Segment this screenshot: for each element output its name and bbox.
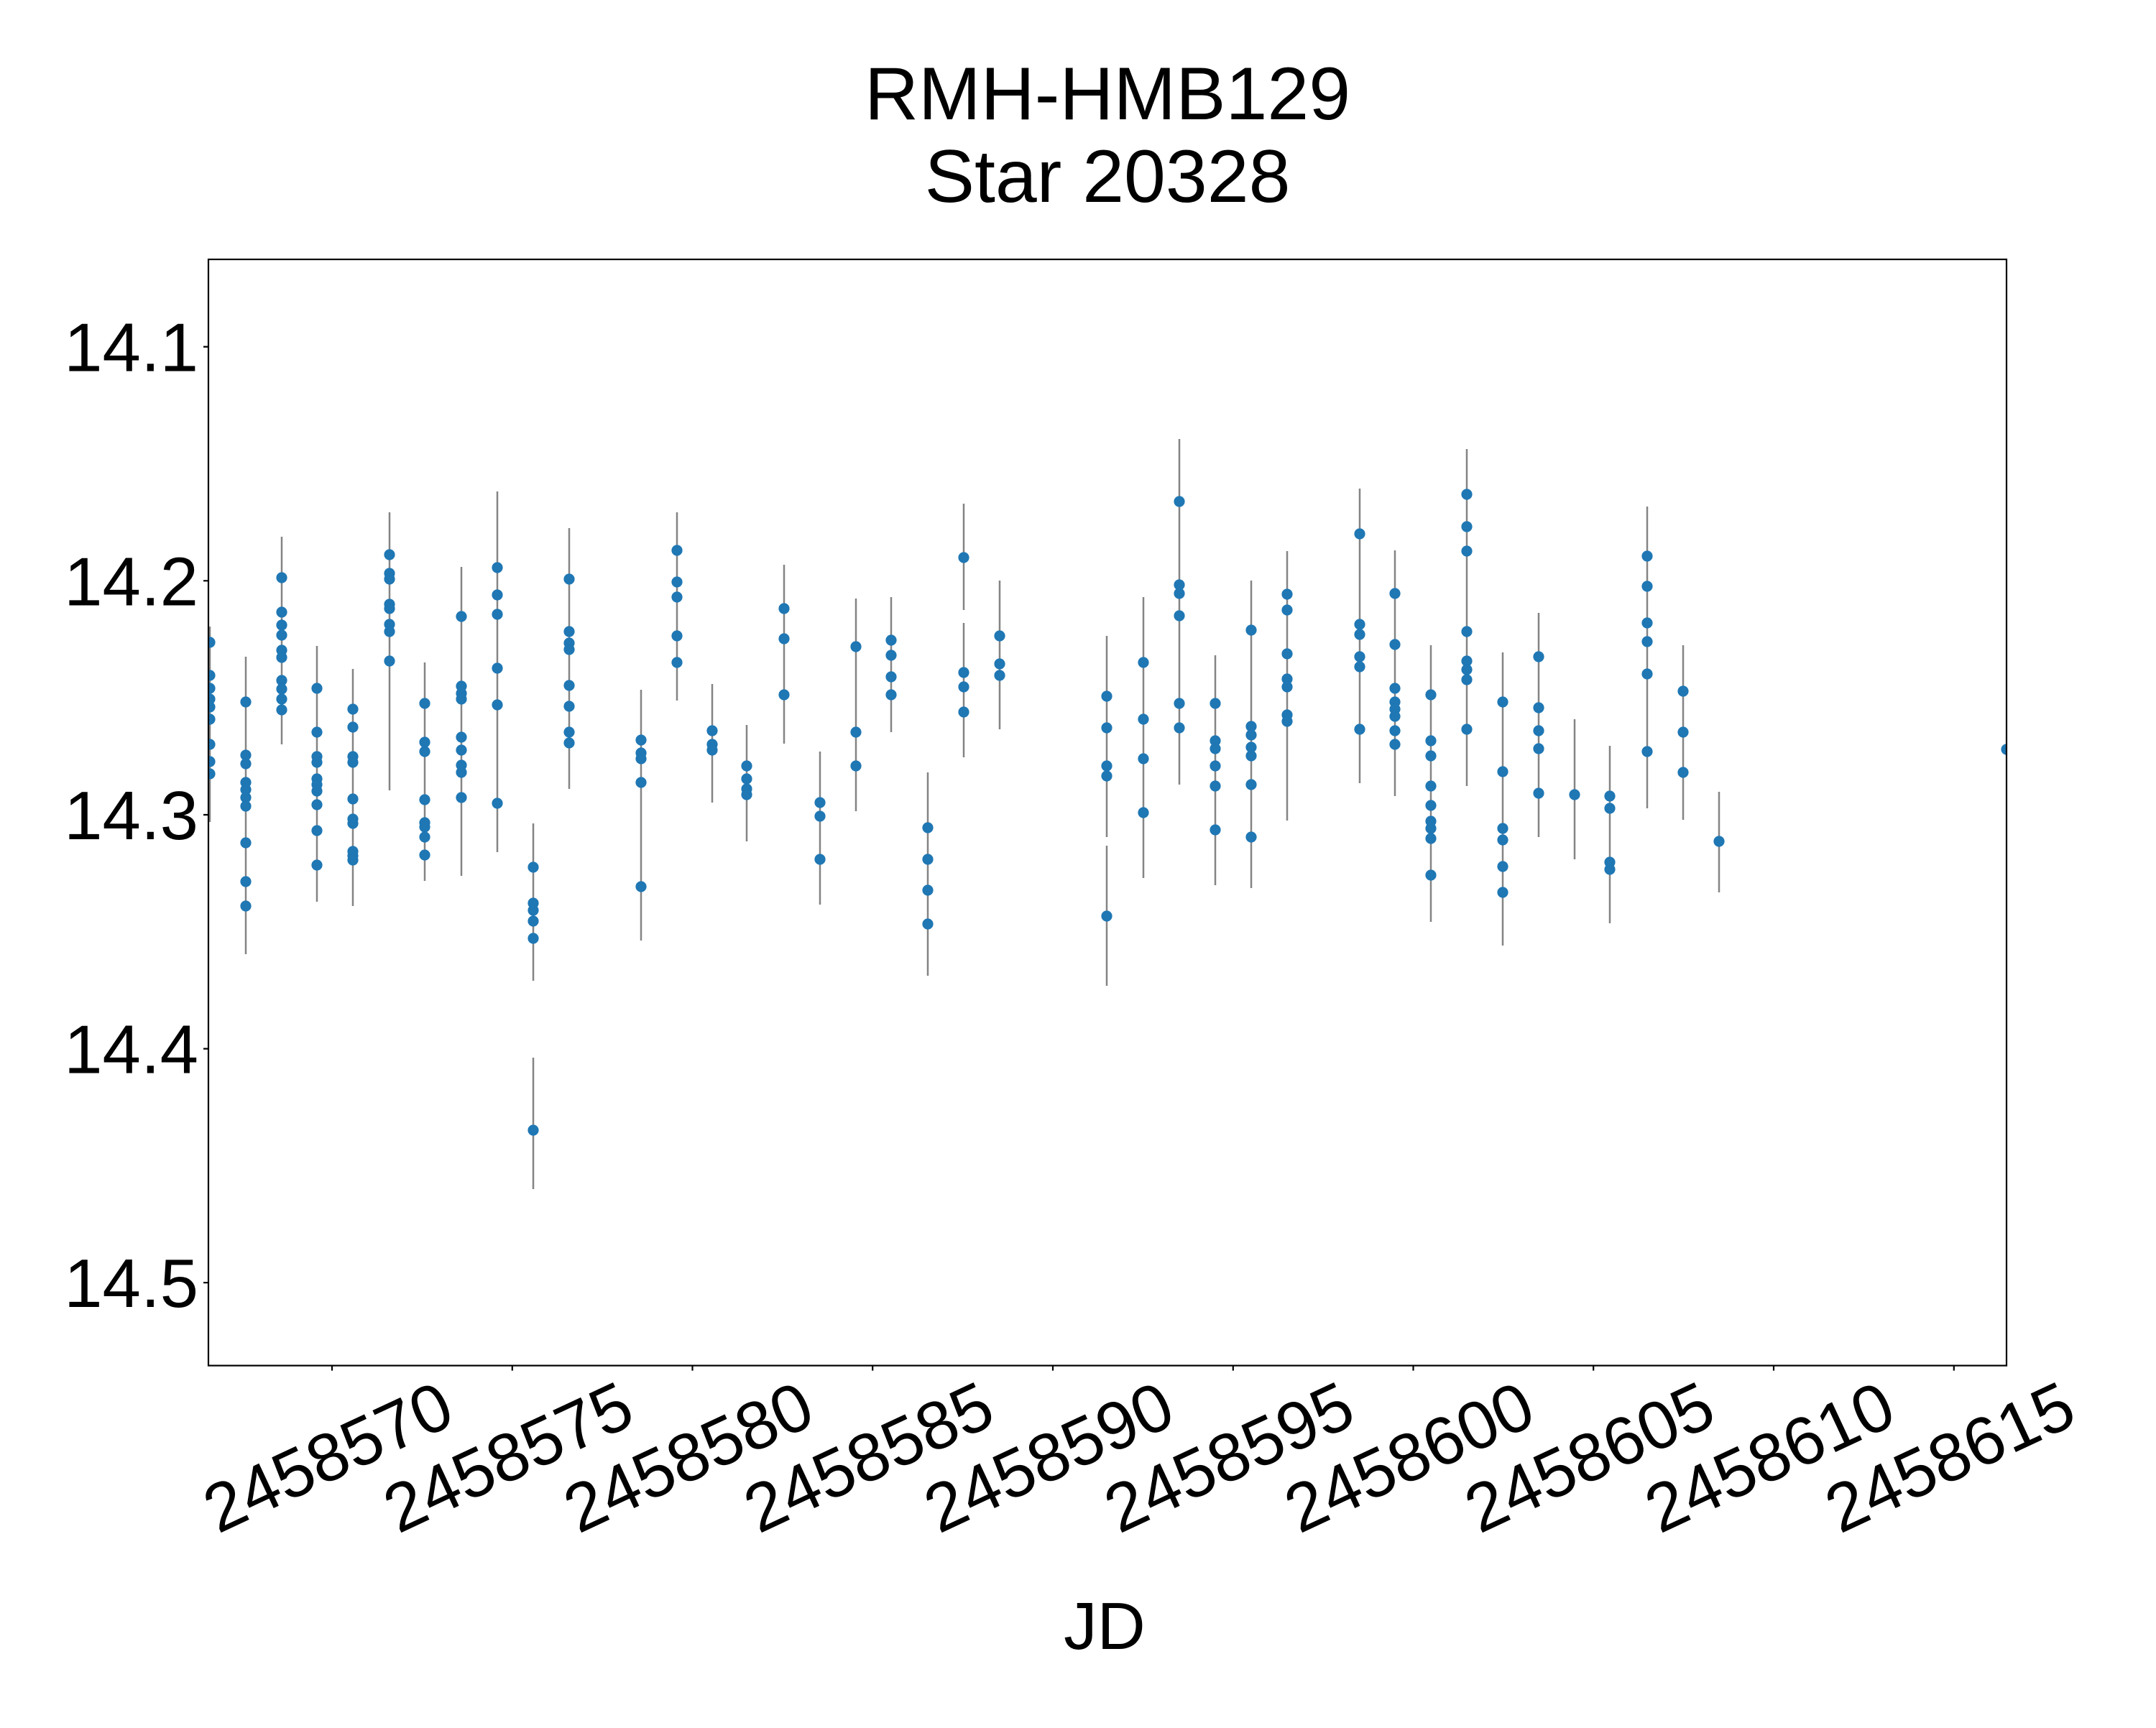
svg-text:Star 20328: Star 20328 [925, 135, 1291, 218]
svg-text:14.2: 14.2 [64, 543, 198, 620]
svg-text:JD: JD [1064, 1589, 1146, 1663]
svg-text:14.4: 14.4 [64, 1012, 198, 1089]
svg-text:RMH-HMB129: RMH-HMB129 [865, 52, 1350, 136]
svg-text:14.3: 14.3 [64, 777, 198, 854]
svg-text:14.5: 14.5 [64, 1245, 198, 1322]
svg-text:14.1: 14.1 [64, 310, 198, 387]
